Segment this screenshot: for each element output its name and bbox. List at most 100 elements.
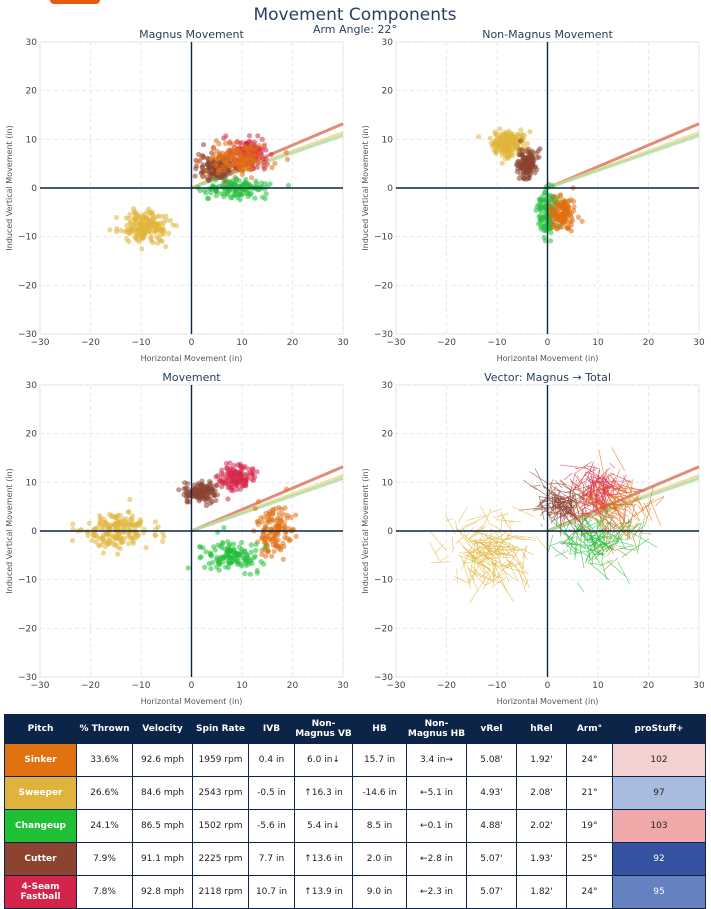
- x-tick-label: −10: [488, 338, 507, 348]
- header-velocity: Velocity: [133, 715, 193, 744]
- pitch-name-cell: Sinker: [5, 744, 77, 777]
- data-point: [97, 522, 102, 527]
- data-point: [285, 157, 290, 162]
- data-point: [210, 499, 215, 504]
- data-point: [284, 487, 289, 492]
- data-point: [200, 545, 205, 550]
- data-point: [157, 231, 162, 236]
- data-point: [255, 568, 260, 573]
- data-point: [527, 129, 532, 134]
- data-point: [126, 509, 131, 514]
- data-point: [253, 548, 258, 553]
- data-point: [103, 521, 108, 526]
- cell-spin: 1502 rpm: [193, 810, 249, 843]
- data-point: [262, 142, 267, 147]
- data-point: [499, 153, 504, 158]
- data-point: [518, 152, 523, 157]
- data-point: [566, 205, 571, 210]
- cell-nm-hb: ←0.1 in: [407, 810, 467, 843]
- data-point: [128, 220, 133, 225]
- data-point: [259, 559, 264, 564]
- data-point: [160, 224, 165, 229]
- data-point: [246, 467, 251, 472]
- data-point: [131, 206, 136, 211]
- data-point: [124, 236, 129, 241]
- data-point: [253, 506, 258, 511]
- data-point: [138, 519, 143, 524]
- data-point: [232, 160, 237, 165]
- y-tick-label: −20: [374, 281, 393, 291]
- x-tick-label: 10: [592, 338, 604, 348]
- x-tick-label: −20: [81, 338, 100, 348]
- data-point: [476, 134, 481, 139]
- data-point: [115, 552, 120, 557]
- data-point: [226, 185, 231, 190]
- header-prostuff: proStuff+: [613, 715, 706, 744]
- data-point: [120, 540, 125, 545]
- data-point: [518, 138, 523, 143]
- data-point: [231, 541, 236, 546]
- header-pitch: Pitch: [5, 715, 77, 744]
- data-point: [222, 191, 227, 196]
- x-tick-label: 20: [643, 338, 655, 348]
- data-point: [186, 565, 191, 570]
- data-point: [220, 540, 225, 545]
- cell-vrel: 4.93': [467, 777, 517, 810]
- x-tick-label: −20: [437, 338, 456, 348]
- cell-spin: 2543 rpm: [193, 777, 249, 810]
- data-point: [232, 192, 237, 197]
- header-hb: HB: [353, 715, 407, 744]
- data-point: [234, 177, 239, 182]
- data-point: [249, 542, 254, 547]
- data-point: [558, 192, 563, 197]
- cell-hrel: 1.93': [517, 843, 567, 876]
- prostuff-cell: 95: [613, 876, 706, 909]
- data-point: [276, 546, 281, 551]
- cell-hb: 2.0 in: [353, 843, 407, 876]
- data-point: [556, 216, 561, 221]
- cell-nm-hb: ←2.3 in: [407, 876, 467, 909]
- data-point: [219, 467, 224, 472]
- data-point: [522, 159, 527, 164]
- header-arm-angle: Arm°: [567, 715, 613, 744]
- y-tick-label: 20: [382, 430, 394, 440]
- data-point: [254, 158, 259, 163]
- x-tick-label: 20: [643, 681, 655, 691]
- data-point: [243, 483, 248, 488]
- pitch-name-cell: Changeup: [5, 810, 77, 843]
- data-point: [205, 485, 210, 490]
- data-point: [227, 473, 232, 478]
- y-tick-label: 30: [26, 38, 38, 48]
- y-axis-label: Induced Vertical Movement (in): [5, 125, 14, 250]
- data-point: [242, 180, 247, 185]
- data-point: [580, 219, 585, 224]
- prostuff-cell: 103: [613, 810, 706, 843]
- data-point: [208, 174, 213, 179]
- data-point: [128, 529, 133, 534]
- x-tick-label: 0: [189, 338, 195, 348]
- data-point: [233, 558, 238, 563]
- data-point: [263, 196, 268, 201]
- data-point: [225, 539, 230, 544]
- cell-arm: 24°: [567, 876, 613, 909]
- cell-nm-vb: 5.4 in↓: [295, 810, 353, 843]
- data-point: [520, 148, 525, 153]
- data-point: [264, 191, 269, 196]
- data-point: [221, 525, 226, 530]
- cell-arm: 19°: [567, 810, 613, 843]
- x-tick-label: 30: [693, 338, 705, 348]
- data-point: [122, 536, 127, 541]
- data-point: [260, 519, 265, 524]
- data-point: [568, 197, 573, 202]
- data-point: [115, 544, 120, 549]
- data-point: [113, 514, 118, 519]
- data-point: [211, 152, 216, 157]
- data-point: [279, 507, 284, 512]
- y-tick-label: 0: [31, 527, 37, 537]
- x-tick-label: 10: [236, 681, 248, 691]
- y-tick-label: 0: [31, 184, 37, 194]
- data-point: [525, 141, 530, 146]
- data-point: [231, 155, 236, 160]
